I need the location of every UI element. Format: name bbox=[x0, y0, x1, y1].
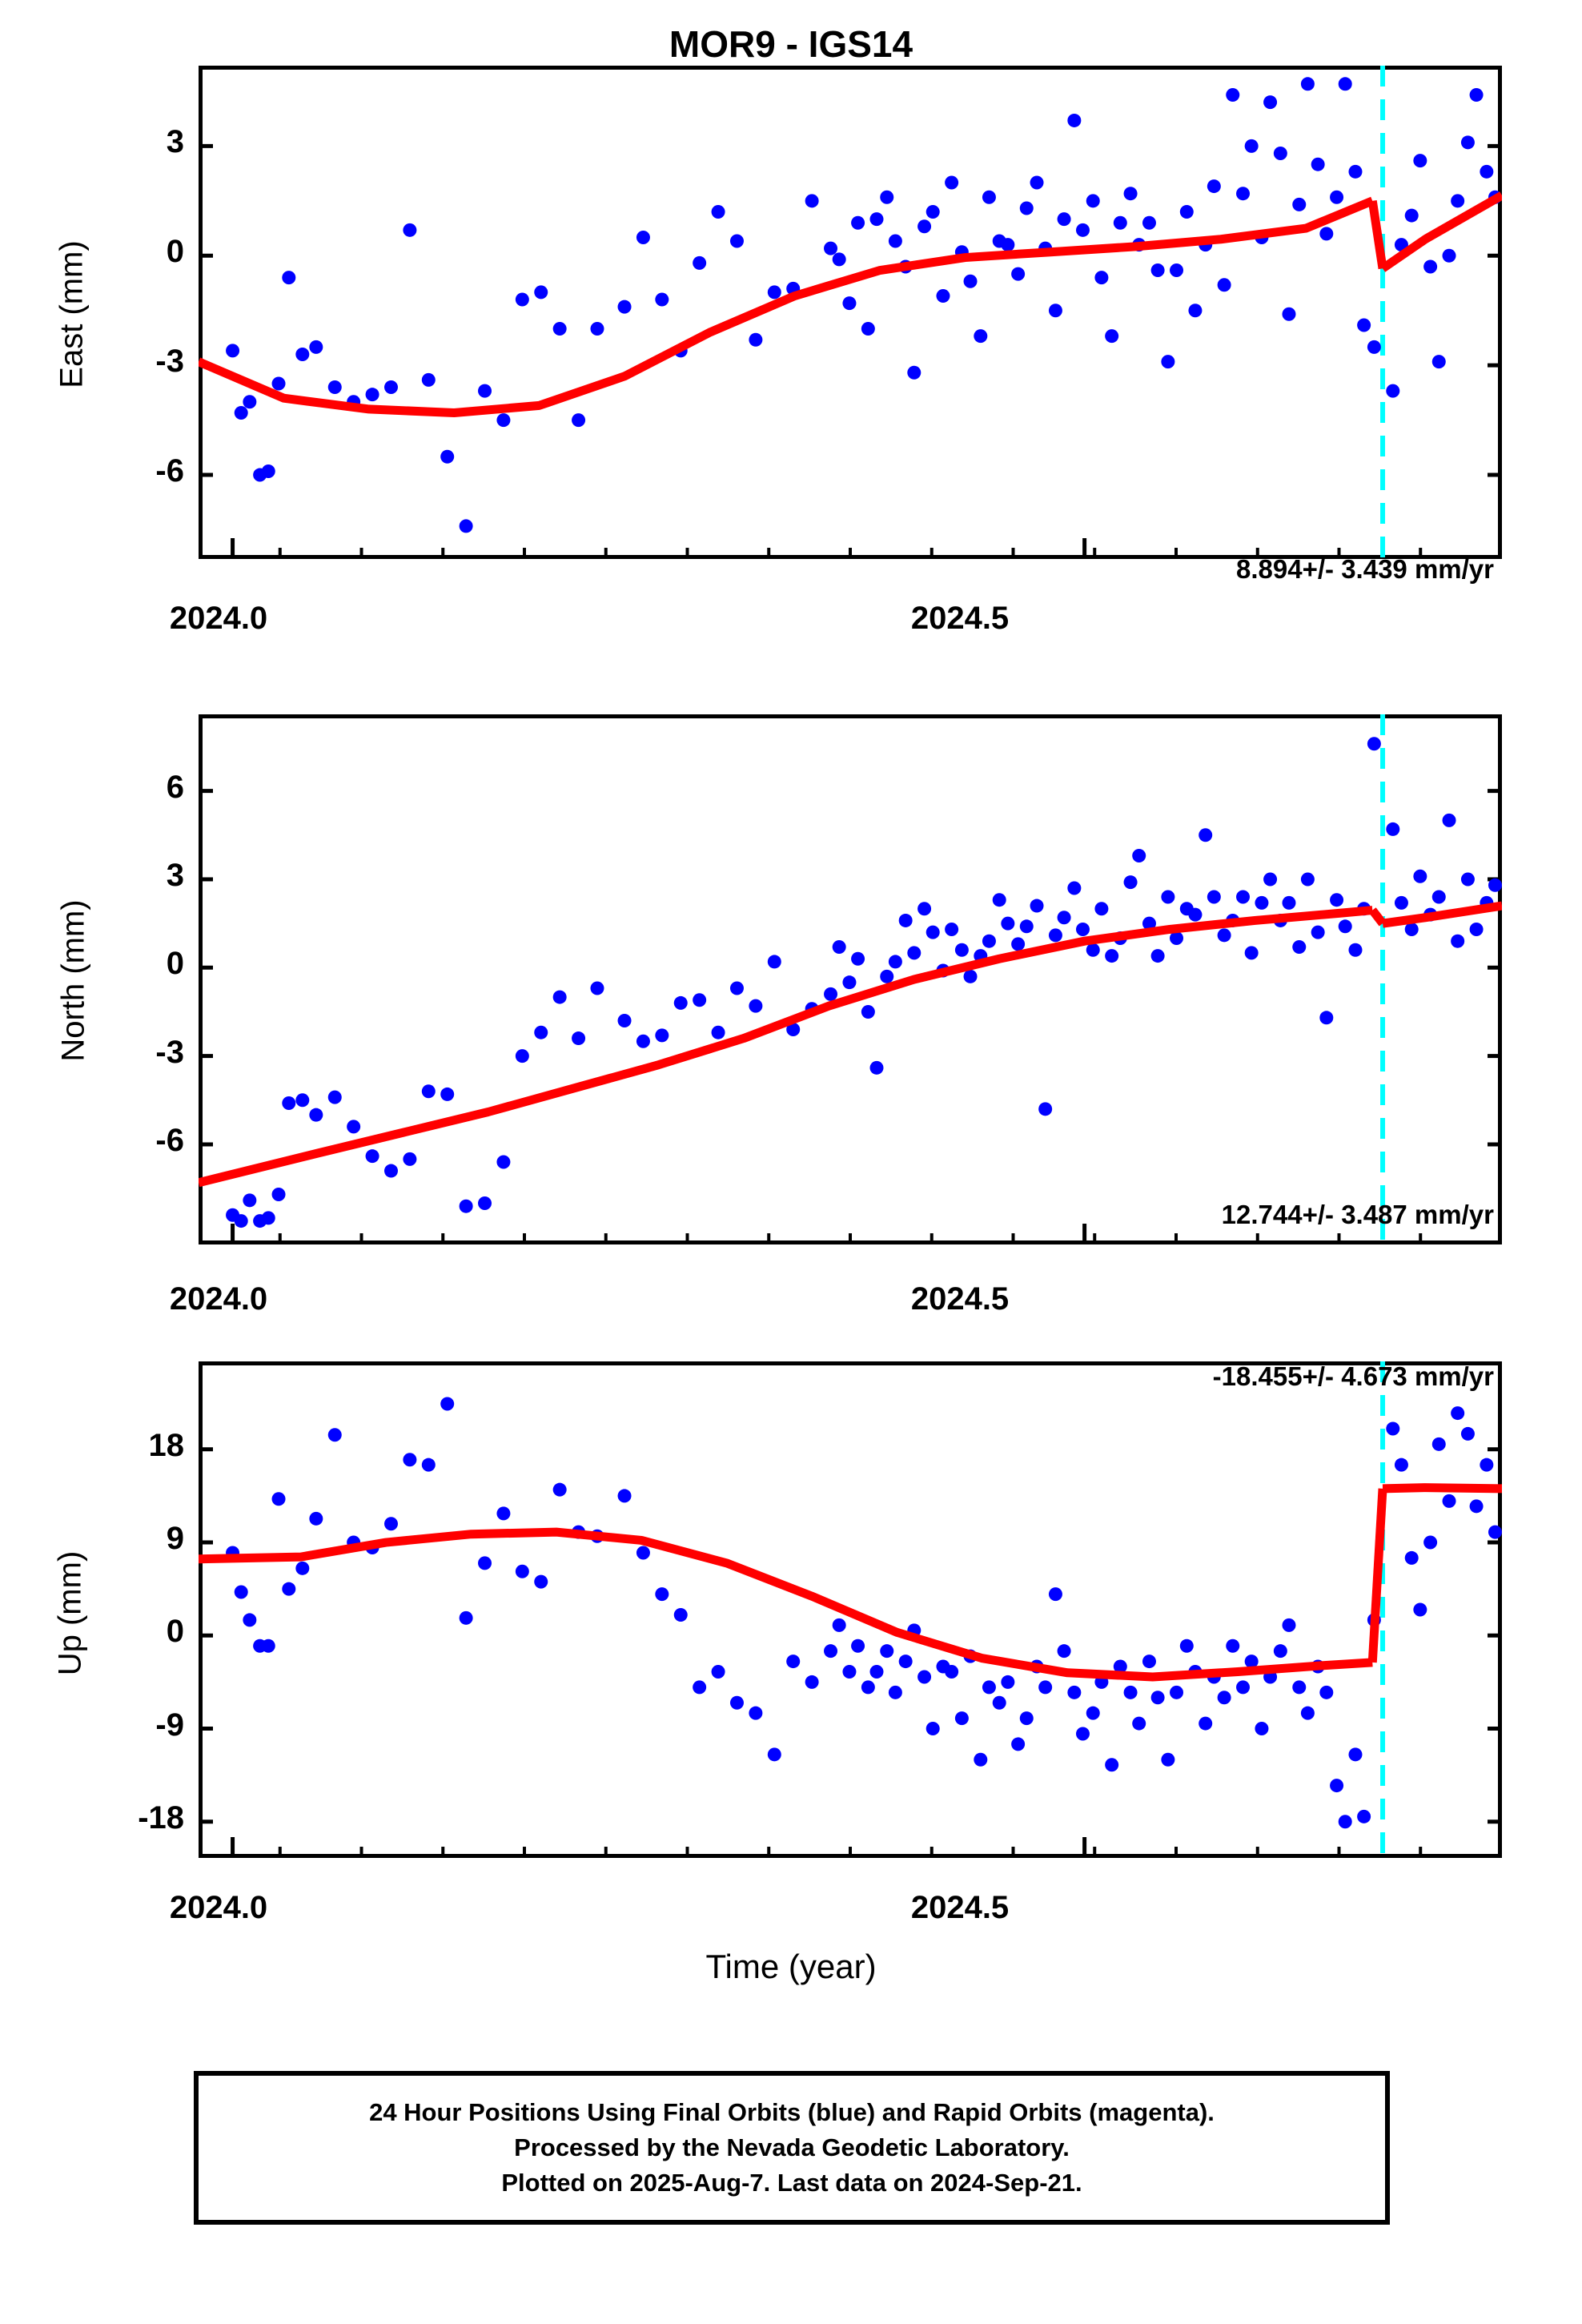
ytick-label-north-2: 0 bbox=[166, 946, 184, 982]
xtick-2024.0-north: 2024.0 bbox=[169, 1281, 268, 1317]
ytick-label-up-3: -9 bbox=[155, 1707, 184, 1743]
panel-east-plot bbox=[199, 66, 1502, 559]
panel-north bbox=[199, 714, 1502, 1244]
panel-east bbox=[199, 66, 1502, 559]
ytick-label-north-4: -6 bbox=[155, 1122, 184, 1158]
rate-annotation-east: 8.894+/- 3.439 mm/yr bbox=[1236, 554, 1494, 584]
panel-up bbox=[199, 1361, 1502, 1858]
xtick-2024.5-up: 2024.5 bbox=[910, 1890, 1010, 1925]
ytick-label-east-0: 3 bbox=[166, 124, 184, 160]
ytick-label-east-1: 0 bbox=[166, 234, 184, 270]
footer-line-3: Plotted on 2025-Aug-7. Last data on 2024… bbox=[501, 2169, 1082, 2197]
panel-north-plot bbox=[199, 714, 1502, 1244]
xtick-2024.5-east: 2024.5 bbox=[910, 601, 1010, 636]
axis-label-north: North (mm) bbox=[55, 899, 91, 1062]
footer-line-1: 24 Hour Positions Using Final Orbits (bl… bbox=[369, 2097, 1215, 2126]
rate-annotation-up: -18.455+/- 4.673 mm/yr bbox=[1212, 1361, 1494, 1391]
axis-label-east: East (mm) bbox=[54, 240, 90, 388]
xtick-2024.5-north: 2024.5 bbox=[910, 1281, 1010, 1317]
ytick-label-north-1: 3 bbox=[166, 857, 184, 893]
panel-up-plot bbox=[199, 1361, 1502, 1858]
ytick-label-east-2: -3 bbox=[155, 344, 184, 380]
ytick-label-north-3: -3 bbox=[155, 1034, 184, 1070]
page-title: MOR9 - IGS14 bbox=[669, 23, 913, 65]
xtick-2024.0-east: 2024.0 bbox=[169, 601, 268, 636]
xtick-2024.0-up: 2024.0 bbox=[169, 1890, 268, 1925]
footer-line-2: Processed by the Nevada Geodetic Laborat… bbox=[514, 2133, 1070, 2161]
ytick-label-north-0: 6 bbox=[166, 769, 184, 805]
ytick-label-up-2: 0 bbox=[166, 1614, 184, 1650]
axis-label-time: Time (year) bbox=[705, 1948, 877, 1985]
rate-annotation-north: 12.744+/- 3.487 mm/yr bbox=[1221, 1200, 1494, 1229]
ytick-label-up-0: 18 bbox=[148, 1427, 185, 1463]
ytick-label-up-1: 9 bbox=[166, 1521, 184, 1557]
ytick-label-up-4: -18 bbox=[138, 1799, 184, 1835]
ytick-label-east-3: -6 bbox=[155, 453, 184, 489]
footer-legend-box: 24 Hour Positions Using Final Orbits (bl… bbox=[194, 2071, 1390, 2225]
